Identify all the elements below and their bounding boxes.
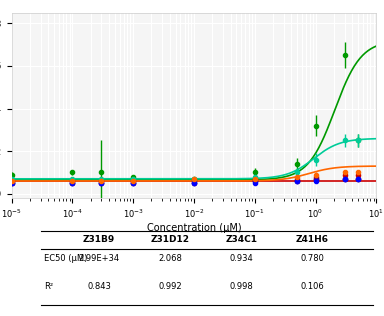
Text: Z41H6: Z41H6 [296, 235, 329, 245]
Text: 0.106: 0.106 [301, 282, 324, 291]
Text: EC50 (μM): EC50 (μM) [45, 254, 88, 263]
Text: 0.992: 0.992 [158, 282, 182, 291]
X-axis label: Concentration (μM): Concentration (μM) [147, 223, 241, 233]
Text: 0.780: 0.780 [301, 254, 324, 263]
Text: Z31D12: Z31D12 [151, 235, 190, 245]
Text: 2.99E+34: 2.99E+34 [78, 254, 120, 263]
Legend: Z31B9, Z31D12, Z31G7, Z32H10, Z34C1, Z34C8, Z41H6: Z31B9, Z31D12, Z31G7, Z32H10, Z34C1, Z34… [380, 9, 384, 96]
Text: 2.068: 2.068 [158, 254, 182, 263]
Text: R²: R² [45, 282, 53, 291]
Text: 0.934: 0.934 [230, 254, 253, 263]
Text: Z31B9: Z31B9 [83, 235, 115, 245]
Text: Z34C1: Z34C1 [225, 235, 257, 245]
Text: 0.843: 0.843 [87, 282, 111, 291]
Text: 0.998: 0.998 [230, 282, 253, 291]
